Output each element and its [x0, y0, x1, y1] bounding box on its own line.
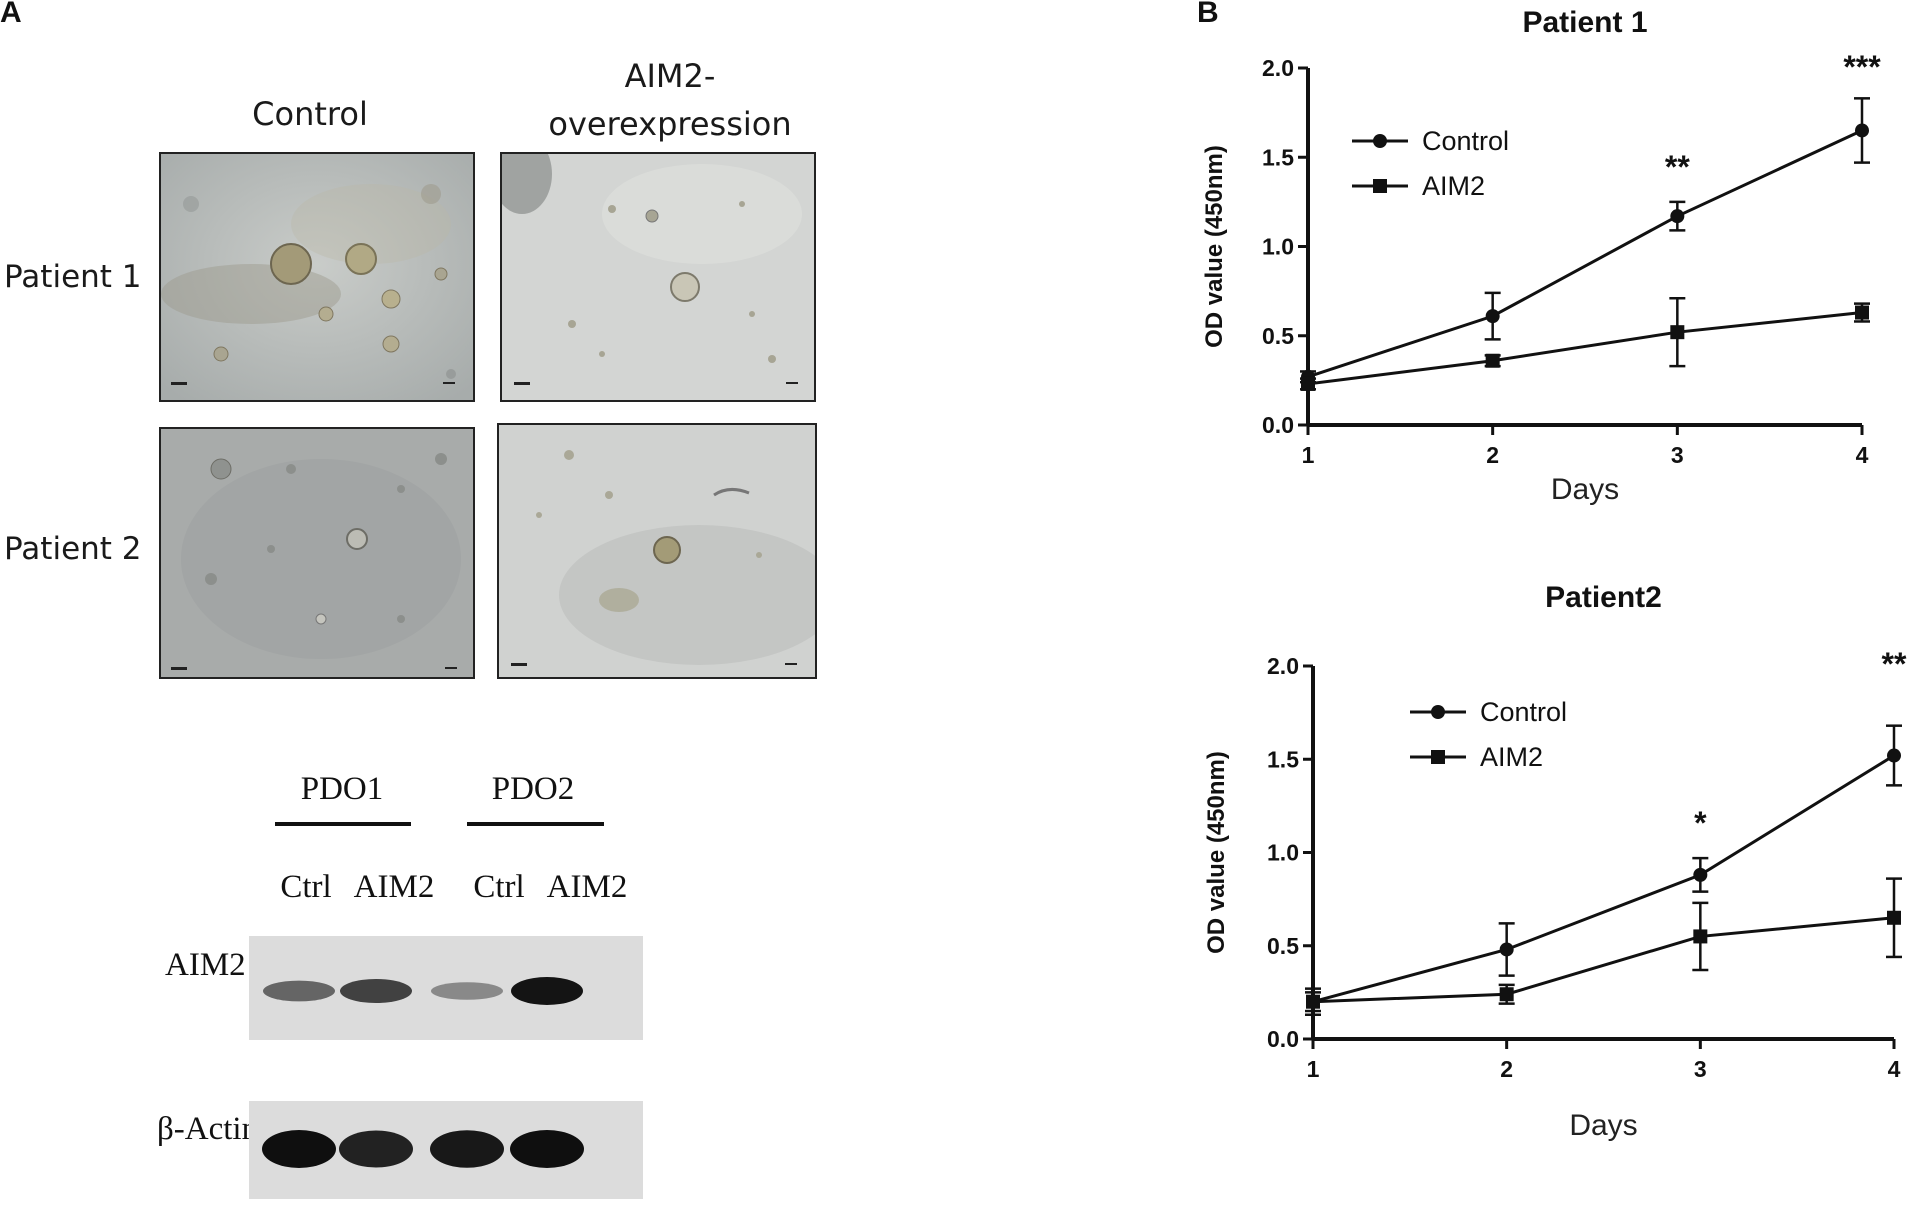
- wb-band-actin: [262, 1130, 336, 1168]
- wb-band-aim2: [340, 979, 412, 1003]
- y-tick-label: 0.0: [1267, 1026, 1299, 1052]
- x-axis-label: Days: [1551, 473, 1619, 506]
- wb-blot-actin: [249, 1101, 643, 1199]
- x-tick-label: 3: [1671, 442, 1684, 468]
- x-tick-label: 3: [1694, 1056, 1707, 1082]
- wb-lane-label: AIM2: [353, 869, 435, 905]
- wb-group-label-pdo1: PDO1: [300, 771, 384, 807]
- x-tick-label: 2: [1500, 1056, 1513, 1082]
- y-tick-label: 0.0: [1262, 412, 1294, 438]
- x-tick-label: 2: [1486, 442, 1499, 468]
- x-tick-label: 4: [1856, 442, 1869, 468]
- row-label-patient-1: Patient 1: [4, 259, 142, 295]
- row-label-patient-2: Patient 2: [4, 531, 142, 567]
- wb-band-actin: [339, 1130, 413, 1168]
- y-tick-label: 1.0: [1262, 234, 1294, 260]
- data-point-control: [1485, 309, 1500, 324]
- data-point-aim2: [1499, 987, 1514, 1002]
- panel-a-letter: A: [0, 0, 22, 29]
- x-axis-label: Days: [1569, 1109, 1637, 1142]
- significance-annotation: ***: [1843, 49, 1881, 85]
- x-tick-label: 4: [1888, 1056, 1901, 1082]
- data-point-control: [1693, 867, 1708, 882]
- wb-band-label-actin: β-Actin: [157, 1111, 259, 1147]
- wb-group-bar-pdo2: [467, 822, 604, 826]
- y-tick-label: 1.0: [1267, 840, 1299, 866]
- data-point-control: [1670, 209, 1685, 224]
- chart-title: Patient2: [1545, 581, 1662, 614]
- series-line-control: [1307, 129, 1863, 379]
- wb-band-label-aim2: AIM2: [165, 947, 246, 983]
- wb-lane-label: AIM2: [546, 869, 628, 905]
- y-axis-label: OD value (450nm): [1203, 751, 1230, 954]
- column-label-aim2-line1: AIM2-: [624, 57, 716, 95]
- wb-band-aim2: [263, 980, 335, 1002]
- legend-marker: [1431, 750, 1445, 764]
- wb-blot-aim2: [249, 936, 643, 1040]
- significance-annotation: **: [1882, 646, 1907, 682]
- significance-annotation: *: [1694, 805, 1707, 841]
- data-point-control: [1855, 123, 1869, 138]
- legend-label: AIM2: [1480, 742, 1543, 772]
- micrograph-patient2-aim2: [497, 423, 817, 679]
- data-point-aim2: [1301, 376, 1315, 391]
- legend-marker: [1373, 134, 1387, 148]
- chart-patient-1: Patient 1 0.0 0.5 1.0 1.5 2.0 1 2 3 4 Days OD value…: [1180, 0, 1915, 520]
- data-point-aim2: [1670, 325, 1685, 340]
- chart-patient-2: Patient2 0.0 0.5 1.0 1.5 2.0 1 2 3 4 Days OD value …: [1180, 560, 1915, 1203]
- data-point-aim2: [1855, 305, 1869, 320]
- panel-b-letter: B: [1197, 0, 1219, 29]
- data-point-aim2: [1306, 994, 1320, 1009]
- wb-lane-label: Ctrl: [473, 869, 525, 905]
- wb-group-bar-pdo1: [275, 822, 411, 826]
- y-axis-label: OD value (450nm): [1201, 145, 1228, 348]
- chart-title: Patient 1: [1522, 6, 1647, 39]
- x-tick-label: 1: [1307, 1056, 1320, 1082]
- column-label-aim2-line2: overexpression: [548, 105, 792, 143]
- legend-marker: [1373, 179, 1387, 193]
- series-line-aim2: [1307, 311, 1863, 386]
- micrograph-patient1-control: [159, 152, 475, 402]
- data-point-aim2: [1887, 910, 1901, 925]
- wb-band-aim2: [431, 982, 503, 1000]
- legend-marker: [1431, 705, 1445, 719]
- y-tick-label: 0.5: [1267, 933, 1299, 959]
- wb-lane-label: Ctrl: [280, 869, 332, 905]
- legend-label: Control: [1422, 126, 1509, 156]
- legend-label: AIM2: [1422, 171, 1485, 201]
- y-tick-label: 2.0: [1267, 653, 1299, 679]
- y-tick-label: 2.0: [1262, 55, 1294, 81]
- series-line-aim2: [1312, 916, 1895, 1004]
- data-point-aim2: [1485, 353, 1500, 368]
- data-point-aim2: [1693, 929, 1708, 944]
- wb-band-aim2: [511, 977, 583, 1005]
- column-label-control: Control: [252, 95, 368, 133]
- wb-band-actin: [510, 1130, 584, 1168]
- y-tick-label: 1.5: [1262, 144, 1294, 170]
- significance-annotation: **: [1665, 149, 1690, 185]
- x-tick-label: 1: [1302, 442, 1315, 468]
- y-tick-label: 1.5: [1267, 746, 1299, 772]
- data-point-control: [1887, 748, 1901, 763]
- legend-label: Control: [1480, 697, 1567, 727]
- micrograph-patient1-aim2: [500, 152, 816, 402]
- micrograph-patient2-control: [159, 427, 475, 679]
- wb-band-actin: [430, 1130, 504, 1168]
- wb-group-label-pdo2: PDO2: [491, 771, 575, 807]
- data-point-control: [1499, 942, 1514, 957]
- y-tick-label: 0.5: [1262, 323, 1294, 349]
- series-line-control: [1312, 754, 1895, 1004]
